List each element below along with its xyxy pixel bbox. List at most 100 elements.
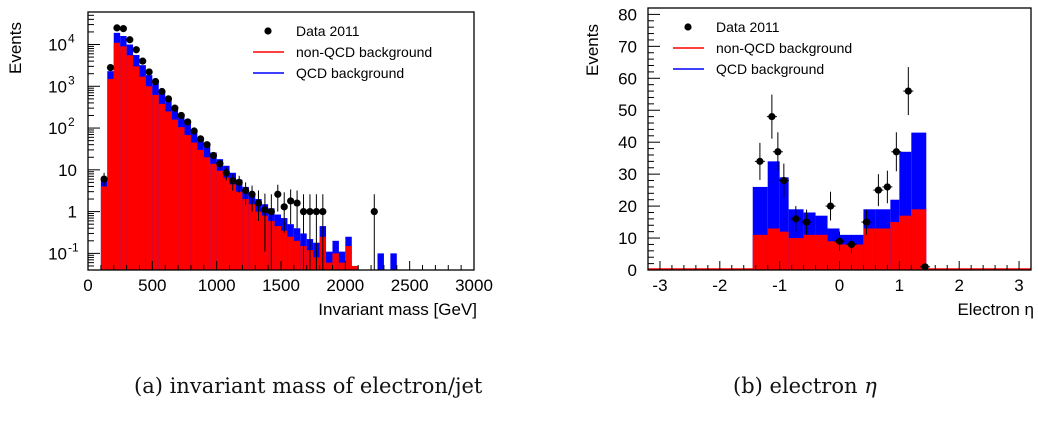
y-tick-label: 10 [48, 36, 67, 55]
non-qcd-bar [197, 149, 204, 270]
non-qcd-bar [223, 177, 230, 270]
panel-b-y-tick-labels: 0 10 20 30 40 50 60 70 80 [618, 5, 637, 280]
non-qcd-bar [133, 66, 140, 271]
data-point [209, 151, 218, 160]
panel-b-legend-entry: Data 2011 [716, 19, 780, 35]
data-point [164, 95, 173, 103]
data-point [248, 190, 256, 198]
non-qcd-bar [235, 191, 243, 270]
y-tick-label: 70 [618, 37, 637, 56]
x-tick-label: 1 [895, 276, 904, 295]
non-qcd-bar [216, 170, 224, 270]
non-qcd-bar [113, 42, 121, 271]
panel-a-data-points [100, 24, 378, 270]
data-point [847, 240, 856, 249]
panel-b-x-tick-labels: -3 -2 -1 0 1 2 3 [652, 276, 1023, 295]
data-point [229, 177, 237, 185]
data-point [158, 87, 166, 96]
non-qcd-bar [767, 228, 780, 270]
data-point [293, 199, 301, 207]
y-tick-exponent: 3 [68, 73, 75, 87]
qcd-bar [899, 151, 912, 270]
data-point [216, 160, 224, 168]
y-tick-label: 80 [618, 5, 637, 24]
panel-a-legend-marker-data [264, 27, 272, 35]
y-tick-label: 60 [618, 69, 637, 88]
data-point [139, 57, 147, 65]
non-qcd-bar [788, 238, 804, 270]
y-tick-label: 10 [48, 77, 67, 96]
non-qcd-bar [120, 46, 127, 271]
non-qcd-bar [100, 186, 108, 270]
data-point [106, 64, 115, 72]
data-point [261, 206, 269, 214]
non-qcd-bar [165, 111, 172, 270]
data-point [892, 148, 900, 156]
data-point [177, 111, 185, 120]
panel-a-x-axis-label: Invariant mass [GeV] [318, 300, 477, 319]
non-qcd-bar [351, 265, 359, 270]
non-qcd-bar [145, 86, 153, 270]
data-point [145, 68, 153, 76]
y-tick-label: 50 [618, 101, 637, 120]
panel-b-legend: Data 2011 non-QCD background QCD backgroun… [673, 19, 852, 77]
data-point [768, 113, 776, 121]
data-point [151, 77, 160, 86]
qcd-bar [390, 253, 397, 270]
x-tick-label: -2 [712, 276, 727, 295]
data-point [203, 141, 211, 149]
non-qcd-bar [126, 55, 134, 271]
panel-b-legend-entry: QCD background [716, 61, 824, 77]
x-tick-label: 0 [83, 276, 92, 295]
caption-a-label: (a) [134, 374, 163, 398]
data-point [312, 208, 320, 216]
panel-a-x-tick-labels: 0 500 1000 1500 2000 2500 3000 [83, 276, 493, 295]
panel-b-legend-entry: non-QCD background [716, 40, 852, 56]
non-qcd-bar [899, 215, 912, 270]
data-point [126, 36, 134, 44]
panel-b-x-axis-label: Electron η [957, 300, 1034, 319]
qcd-bar [338, 251, 346, 270]
caption-b-label: (b) [733, 374, 763, 398]
y-tick-label: 10 [618, 229, 637, 248]
non-qcd-bar [190, 142, 198, 270]
y-tick-label: 40 [618, 133, 637, 152]
non-qcd-bar [345, 246, 352, 270]
non-qcd-bar [210, 163, 217, 270]
data-point [222, 169, 230, 177]
data-point [306, 208, 314, 216]
non-qcd-bar [158, 103, 166, 270]
x-tick-label: -1 [772, 276, 787, 295]
x-tick-label: 2 [954, 276, 963, 295]
data-point [100, 175, 108, 183]
x-tick-label: 3000 [455, 276, 493, 295]
panel-b-y-axis-label: Events [583, 24, 602, 76]
non-qcd-bar [178, 127, 185, 270]
x-tick-label: -3 [652, 276, 667, 295]
qcd-bar [377, 253, 384, 270]
panel-a-legend-entry: QCD background [296, 65, 404, 81]
non-qcd-bar [890, 222, 900, 270]
caption-b: (b) electron η [733, 374, 877, 398]
non-qcd-bar [815, 234, 828, 270]
data-point [113, 24, 121, 32]
panel-a-legend-entry: Data 2011 [296, 23, 360, 39]
data-point [267, 208, 275, 216]
data-point [780, 176, 788, 185]
y-tick-label: 20 [618, 197, 637, 216]
non-qcd-bar [875, 228, 891, 270]
non-qcd-bar [152, 94, 159, 270]
data-point [132, 46, 140, 54]
non-qcd-bar [255, 211, 262, 270]
non-qcd-bar [332, 253, 339, 270]
data-point [835, 237, 844, 245]
data-point [826, 202, 835, 210]
data-point [299, 208, 308, 216]
non-qcd-bar [827, 241, 840, 270]
caption-a-text: invariant mass of electron/jet [169, 374, 483, 398]
non-qcd-bar [839, 244, 852, 270]
